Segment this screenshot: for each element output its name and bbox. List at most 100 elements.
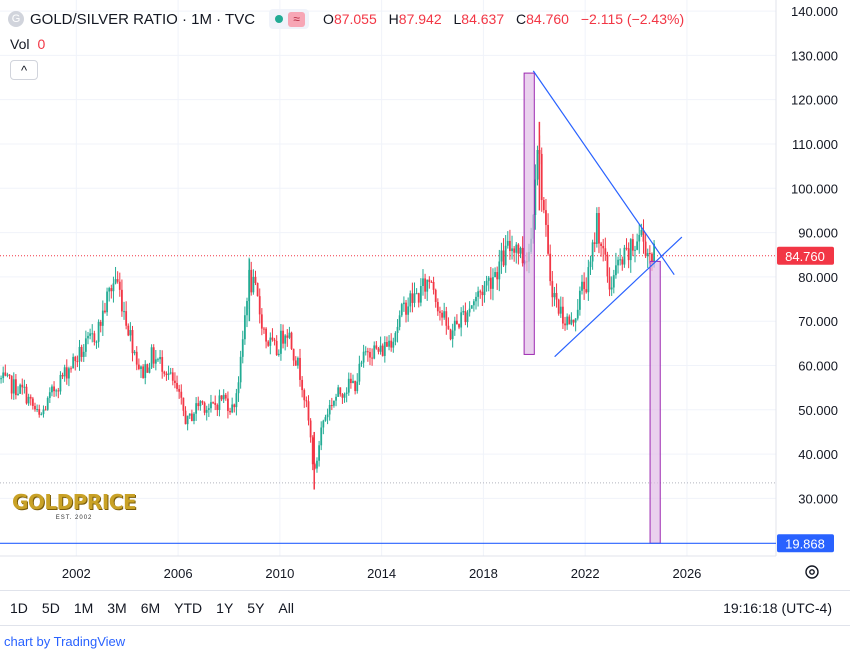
candle-body: [154, 359, 157, 364]
candle-body: [89, 333, 92, 336]
candle-body: [634, 249, 636, 251]
x-tick-label: 2002: [62, 566, 91, 581]
y-tick-label: 140.000: [791, 4, 838, 19]
range-1d[interactable]: 1D: [10, 600, 28, 616]
market-status-badge[interactable]: ≈: [269, 9, 310, 29]
tradingview-credit[interactable]: chart by TradingView: [4, 634, 126, 649]
candle-body: [224, 394, 227, 399]
candle-body: [354, 380, 357, 392]
candle-body: [470, 305, 473, 309]
candle-body: [235, 393, 238, 408]
candle-body: [131, 330, 134, 354]
candle-body: [369, 351, 371, 358]
candle-body: [167, 373, 170, 376]
candle-body: [364, 351, 367, 353]
candle-body: [602, 245, 605, 249]
candle-body: [116, 279, 119, 282]
candle-body: [241, 339, 244, 357]
candle-body: [146, 364, 149, 373]
candle-body: [135, 351, 138, 365]
candle-body: [598, 213, 600, 244]
candle-body: [456, 320, 458, 325]
candle-body: [534, 179, 537, 215]
candle-body: [479, 291, 482, 293]
candle-body: [10, 375, 13, 394]
range-3m[interactable]: 3M: [107, 600, 127, 616]
gear-icon[interactable]: [803, 563, 821, 581]
candle-body: [489, 277, 492, 289]
candle-body: [519, 247, 522, 254]
range-5y[interactable]: 5Y: [247, 600, 265, 616]
candle-body: [63, 367, 66, 377]
candle-body: [140, 366, 142, 370]
candle-body: [305, 400, 308, 402]
candle-body: [199, 401, 202, 407]
range-1m[interactable]: 1M: [73, 600, 94, 616]
range-1y[interactable]: 1Y: [216, 600, 234, 616]
candle-body: [553, 292, 556, 298]
range-ytd[interactable]: YTD: [174, 600, 203, 616]
collapse-button[interactable]: ^: [10, 60, 38, 80]
candle-body: [311, 437, 314, 465]
candle-body: [165, 373, 168, 376]
candle-body: [243, 315, 246, 340]
candle-body: [619, 259, 622, 261]
candle-body: [411, 293, 414, 303]
range-all[interactable]: All: [278, 600, 294, 616]
candle-body: [638, 234, 641, 242]
candle-body: [400, 304, 403, 316]
candle-body: [642, 230, 645, 242]
candle-body: [617, 259, 619, 266]
last-price-tag: [777, 246, 834, 265]
candle-body: [174, 380, 176, 383]
candle-body: [161, 357, 164, 372]
candle-body: [15, 379, 17, 396]
y-tick-label: 90.000: [798, 226, 838, 241]
range-6m[interactable]: 6M: [140, 600, 161, 616]
candle-body: [640, 230, 643, 235]
candle-body: [212, 402, 214, 404]
candle-body: [68, 368, 70, 379]
candle-body: [460, 312, 463, 328]
x-tick-label: 2014: [367, 566, 396, 581]
candle-body: [502, 250, 505, 266]
candle-body: [182, 397, 185, 411]
candle-body: [80, 346, 83, 357]
candle-body: [70, 368, 72, 370]
symbol-icon[interactable]: G: [8, 11, 24, 27]
candle-body: [97, 321, 100, 342]
range-5d[interactable]: 5D: [41, 600, 60, 616]
high-value: 87.942: [398, 11, 442, 27]
candle-body: [93, 333, 96, 342]
candle-body: [581, 281, 583, 291]
chart-header: G GOLD/SILVER RATIO · 1M · TVC ≈ O87.055…: [8, 9, 692, 29]
candle-body: [214, 402, 217, 405]
candle-body: [301, 379, 304, 391]
candle-body: [517, 244, 520, 254]
candle-body: [91, 333, 94, 335]
candle-body: [477, 291, 480, 297]
candle-body: [405, 302, 407, 315]
candle-body: [34, 405, 36, 410]
candle-body: [542, 200, 545, 211]
candle-body: [282, 330, 284, 344]
clock-timezone[interactable]: 19:16:18 (UTC-4): [723, 600, 832, 616]
candle-body: [118, 281, 121, 290]
candle-body: [273, 339, 276, 341]
candle-body: [184, 410, 187, 425]
candle-body: [498, 261, 501, 280]
candle-body: [61, 374, 64, 377]
candle-body: [252, 276, 255, 293]
candle-body: [644, 241, 647, 257]
candle-body: [104, 310, 106, 313]
candle-body: [239, 356, 242, 383]
candle-body: [309, 420, 312, 438]
candle-body: [481, 291, 484, 296]
candle-body: [137, 364, 140, 370]
candle-body: [296, 357, 299, 366]
candle-body: [12, 379, 15, 394]
candle-body: [38, 409, 41, 415]
x-tick-label: 2006: [164, 566, 193, 581]
symbol-title[interactable]: GOLD/SILVER RATIO · 1M · TVC: [30, 10, 256, 28]
